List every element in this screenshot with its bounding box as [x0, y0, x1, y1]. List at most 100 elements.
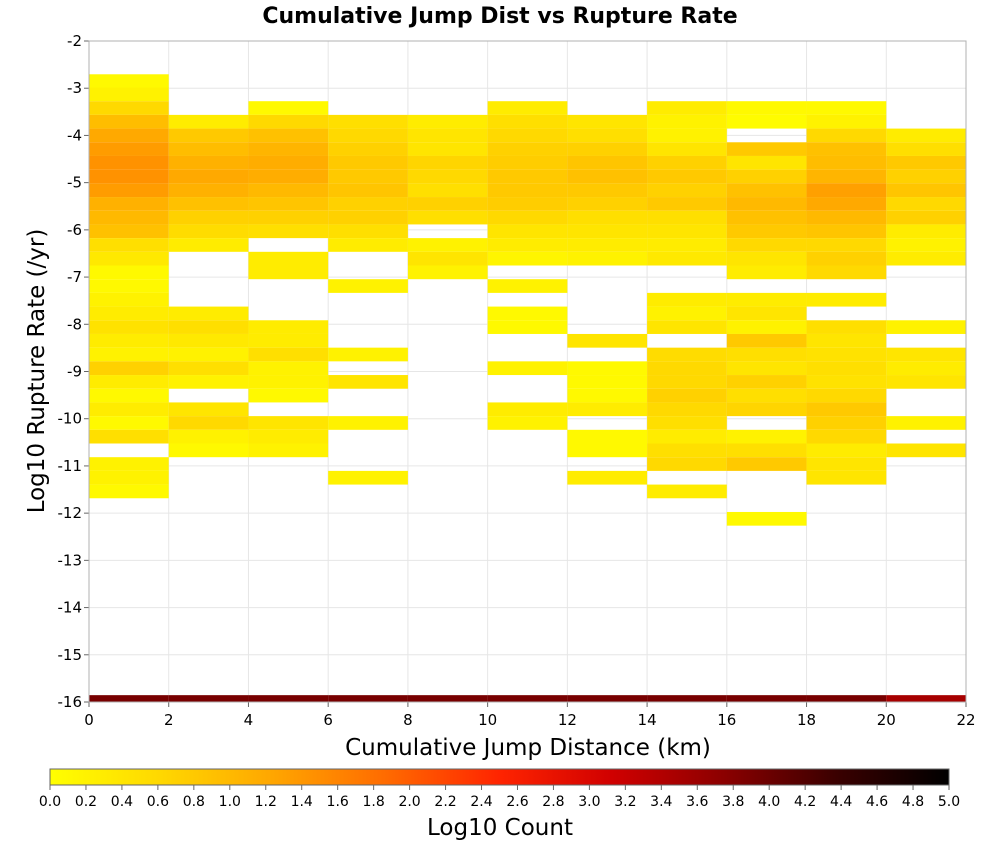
colorbar-tick-label: 1.4 [291, 794, 313, 810]
heatmap-cell [567, 429, 648, 444]
heatmap-cell [248, 265, 329, 280]
heatmap-cell [89, 333, 169, 348]
heatmap-cell [407, 114, 488, 129]
y-tick-label: -11 [58, 457, 83, 475]
heatmap-cell [806, 402, 887, 417]
heatmap-cell [168, 695, 249, 702]
heatmap-cell [248, 155, 329, 170]
heatmap-cell [487, 306, 568, 321]
heatmap-cell [647, 361, 727, 376]
heatmap-cell [407, 142, 488, 156]
heatmap-cell [567, 388, 648, 403]
heatmap-cell [407, 169, 488, 184]
colorbar-tick-label: 1.8 [363, 794, 385, 810]
heatmap-cell [647, 443, 727, 458]
heatmap-cell [806, 128, 887, 143]
heatmap-cell [647, 695, 727, 702]
heatmap-cell [726, 388, 807, 403]
heatmap-cell [487, 155, 568, 170]
heatmap-cell [806, 457, 887, 471]
heatmap-cell [726, 306, 807, 321]
heatmap-cell [806, 292, 887, 307]
heatmap-cell [806, 183, 887, 198]
heatmap-cell [726, 292, 807, 307]
heatmap-cell [168, 210, 249, 225]
heatmap-cell [806, 470, 887, 485]
heatmap-cell [647, 224, 727, 239]
heatmap-cell [89, 279, 169, 293]
x-tick-label: 10 [478, 711, 497, 729]
heatmap-cell [328, 197, 408, 211]
heatmap-cell [168, 238, 249, 252]
heatmap-cell [806, 238, 887, 252]
heatmap-cell [89, 695, 169, 702]
colorbar-tick-label: 4.0 [758, 794, 780, 810]
heatmap-cell [328, 169, 408, 184]
heatmap-cell [328, 155, 408, 170]
heatmap-cell [89, 306, 169, 321]
heatmap-cell [647, 238, 727, 252]
heatmap-cell [328, 470, 408, 485]
heatmap-cell [806, 333, 887, 348]
heatmap-cell [567, 169, 648, 184]
heatmap-cell [886, 210, 966, 225]
heatmap-cell [647, 128, 727, 143]
heatmap-cell [248, 347, 329, 362]
heatmap-cell [647, 169, 727, 184]
heatmap-cell [886, 695, 966, 702]
colorbar-tick-label: 0.8 [183, 794, 205, 810]
heatmap-cell [407, 210, 488, 225]
heatmap-cell [886, 169, 966, 184]
heatmap-cell [806, 347, 887, 362]
heatmap-cell [89, 361, 169, 376]
heatmap-cell [886, 320, 966, 334]
heatmap-cell [248, 333, 329, 348]
plot-border [88, 40, 967, 703]
heatmap-cell [248, 443, 329, 458]
heatmap-cell [248, 320, 329, 334]
y-tick-label: -5 [67, 174, 82, 192]
heatmap-cell [89, 87, 169, 102]
colorbar-tick-label: 3.8 [722, 794, 744, 810]
heatmap-cell [89, 320, 169, 334]
heatmap-cell [168, 361, 249, 376]
heatmap-cell [647, 402, 727, 417]
heatmap-cell [647, 155, 727, 170]
heatmap-cell [89, 128, 169, 143]
heatmap-cells [89, 74, 966, 702]
heatmap-cell [89, 114, 169, 129]
heatmap-cell [487, 183, 568, 198]
heatmap-cell [89, 484, 169, 499]
heatmap-cell [168, 416, 249, 430]
y-tick-label: -8 [67, 315, 82, 333]
heatmap-cell [726, 101, 807, 115]
y-tick-label: -16 [58, 693, 83, 711]
heatmap-cell [806, 361, 887, 376]
heatmap-cell [89, 265, 169, 280]
heatmap-cell [328, 279, 408, 293]
y-tick-label: -12 [58, 504, 83, 522]
heatmap-cell [567, 695, 648, 702]
heatmap-cell [168, 169, 249, 184]
heatmap-cell [487, 320, 568, 334]
heatmap-cell [726, 251, 807, 266]
x-tick-label: 22 [956, 711, 975, 729]
heatmap-cell [806, 251, 887, 266]
heatmap-cell [328, 128, 408, 143]
heatmap-cell [487, 128, 568, 143]
heatmap-cell [407, 183, 488, 198]
y-tick-label: -13 [58, 551, 83, 569]
heatmap-cell [89, 142, 169, 156]
heatmap-cell [726, 402, 807, 417]
x-tick-label: 18 [797, 711, 816, 729]
heatmap-cell [567, 238, 648, 252]
heatmap-cell [647, 416, 727, 430]
heatmap-cell [89, 429, 169, 444]
heatmap-cell [647, 347, 727, 362]
heatmap-cell [168, 320, 249, 334]
heatmap-cell [487, 224, 568, 239]
x-tick-label: 0 [84, 711, 94, 729]
heatmap-cell [248, 375, 329, 389]
heatmap-cell [487, 361, 568, 376]
